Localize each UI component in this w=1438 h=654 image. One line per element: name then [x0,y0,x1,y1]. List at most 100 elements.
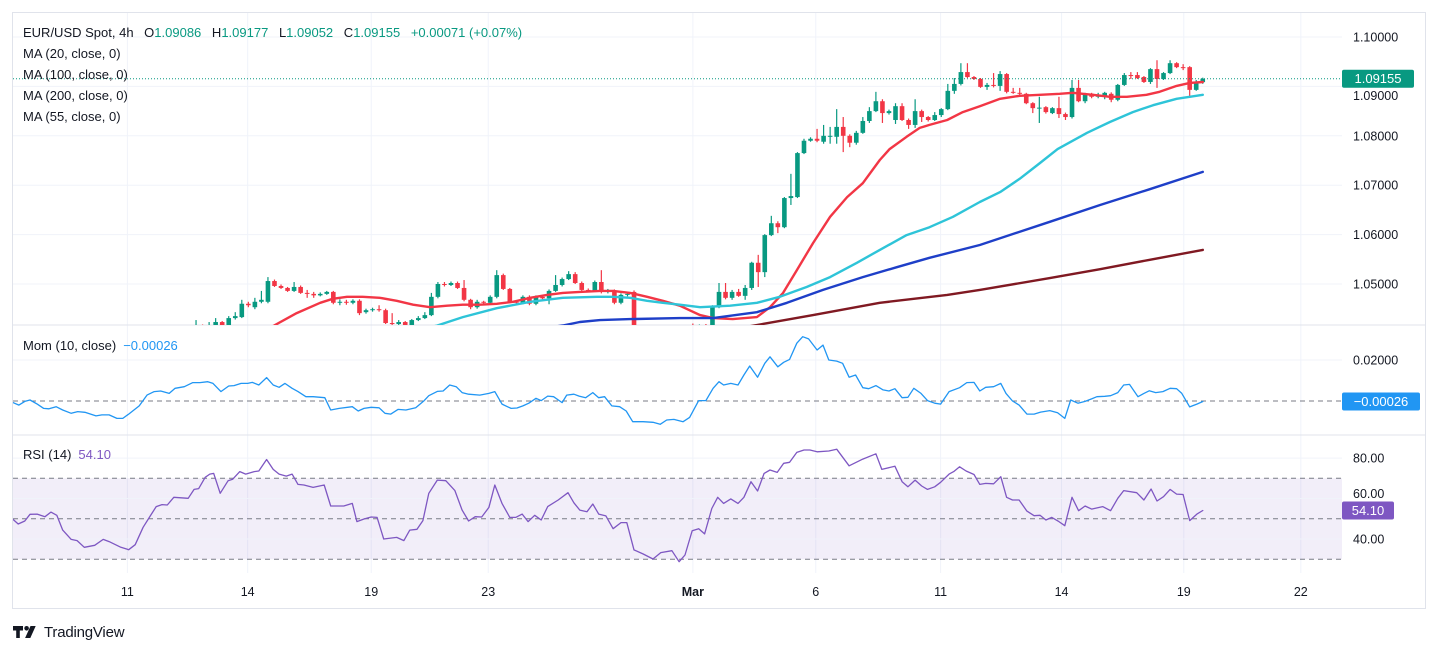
candle-bullish[interactable] [409,319,415,326]
candle-bullish[interactable] [317,292,323,297]
candle-bearish[interactable] [181,326,186,331]
candle-bullish[interactable] [161,328,166,335]
momentum-line[interactable] [13,336,1204,425]
candle-bearish[interactable] [599,270,604,294]
candle-bullish[interactable] [1148,68,1153,84]
candle-bearish[interactable] [736,288,741,297]
candle-bearish[interactable] [572,272,578,284]
candle-bearish[interactable] [155,330,160,336]
legend-ma-55[interactable]: MA (55, close, 0) [23,109,121,124]
candle-bullish[interactable] [952,78,957,94]
candle-bearish[interactable] [847,134,853,148]
candle-bullish[interactable] [1115,83,1121,102]
candle-bearish[interactable] [971,76,977,80]
ma-line-ma55[interactable] [405,93,1205,334]
candle-bullish[interactable] [867,107,872,123]
candle-bearish[interactable] [880,99,885,123]
candle-bearish[interactable] [1174,62,1179,69]
candle-bullish[interactable] [252,297,258,310]
candle-bullish[interactable] [938,108,944,118]
candle-bearish[interactable] [906,118,911,129]
candle-bullish[interactable] [396,320,401,325]
candle-bullish[interactable] [1050,107,1055,115]
candle-bearish[interactable] [383,308,388,325]
candle-bearish[interactable] [755,254,761,287]
candle-bullish[interactable] [1069,79,1075,119]
candle-bullish[interactable] [997,71,1003,91]
candle-bearish[interactable] [389,313,395,325]
candle-bullish[interactable] [416,316,421,322]
candle-bullish[interactable] [664,332,669,339]
candle-bearish[interactable] [115,354,120,360]
candle-bullish[interactable] [1161,72,1166,80]
candle-bullish[interactable] [860,117,866,134]
candle-bullish[interactable] [17,334,22,340]
candle-bullish[interactable] [187,326,192,331]
candle-bearish[interactable] [1010,87,1016,94]
rsi-legend[interactable]: RSI (14) 54.10 [23,447,111,463]
candle-bearish[interactable] [691,323,696,331]
candle-bearish[interactable] [461,280,467,302]
candle-bearish[interactable] [1017,87,1023,96]
candle-bearish[interactable] [1128,72,1134,79]
candle-bearish[interactable] [246,301,251,308]
candle-bullish[interactable] [834,109,839,144]
candle-bearish[interactable] [304,289,310,298]
candle-bullish[interactable] [853,130,859,145]
candle-bullish[interactable] [291,282,297,292]
candle-bearish[interactable] [344,299,349,305]
candle-bearish[interactable] [1141,76,1147,83]
candle-bullish[interactable] [207,322,212,329]
candle-bullish[interactable] [553,275,558,292]
candle-bullish[interactable] [808,137,813,142]
candle-bullish[interactable] [762,234,768,278]
candle-bearish[interactable] [311,291,317,298]
candle-bearish[interactable] [507,287,513,304]
candle-bullish[interactable] [546,289,552,305]
candle-bullish[interactable] [324,290,330,295]
candle-bullish[interactable] [912,99,918,128]
candle-bullish[interactable] [795,152,800,199]
ma-line-ma20[interactable] [248,80,1205,337]
candle-bullish[interactable] [729,289,735,300]
candle-bearish[interactable] [376,305,382,312]
candle-bearish[interactable] [775,221,781,234]
rsi-line[interactable] [13,448,1204,563]
candle-bearish[interactable] [919,109,924,122]
candle-bearish[interactable] [1030,102,1036,114]
candle-bearish[interactable] [1180,64,1186,71]
candle-bullish[interactable] [422,312,428,320]
tradingview-branding[interactable]: TradingView [13,623,125,641]
ma-line-ma200[interactable] [706,248,1205,332]
candle-bearish[interactable] [168,327,173,333]
candle-bullish[interactable] [429,292,434,317]
candle-bullish[interactable] [1037,96,1042,123]
candle-bearish[interactable] [1154,60,1160,88]
candle-bullish[interactable] [448,281,454,286]
candle-bullish[interactable] [213,318,218,327]
candle-bullish[interactable] [239,299,245,319]
legend-ma-20[interactable]: MA (20, close, 0) [23,46,121,61]
candle-bearish[interactable] [579,281,585,291]
candle-bearish[interactable] [965,63,970,79]
candle-bearish[interactable] [925,116,931,122]
candle-bearish[interactable] [1004,73,1009,94]
candle-bearish[interactable] [1076,79,1081,103]
candle-bullish[interactable] [742,284,748,300]
symbol-title[interactable]: EUR/USD Spot, 4h [23,25,134,40]
candle-bearish[interactable] [219,321,225,326]
candle-bullish[interactable] [232,312,238,320]
candle-bullish[interactable] [618,293,624,305]
candle-bullish[interactable] [494,270,500,299]
candle-bullish[interactable] [782,197,787,229]
candle-bullish[interactable] [350,299,356,305]
legend-ma-100[interactable]: MA (100, close, 0) [23,67,128,82]
candle-bearish[interactable] [298,285,303,294]
candle-bullish[interactable] [566,271,571,281]
candle-bearish[interactable] [1043,106,1049,114]
momentum-legend[interactable]: Mom (10, close) −0.00026 [23,338,178,354]
ma-line-ma100[interactable] [523,170,1205,331]
candle-bearish[interactable] [30,330,35,336]
candle-bullish[interactable] [337,299,343,306]
